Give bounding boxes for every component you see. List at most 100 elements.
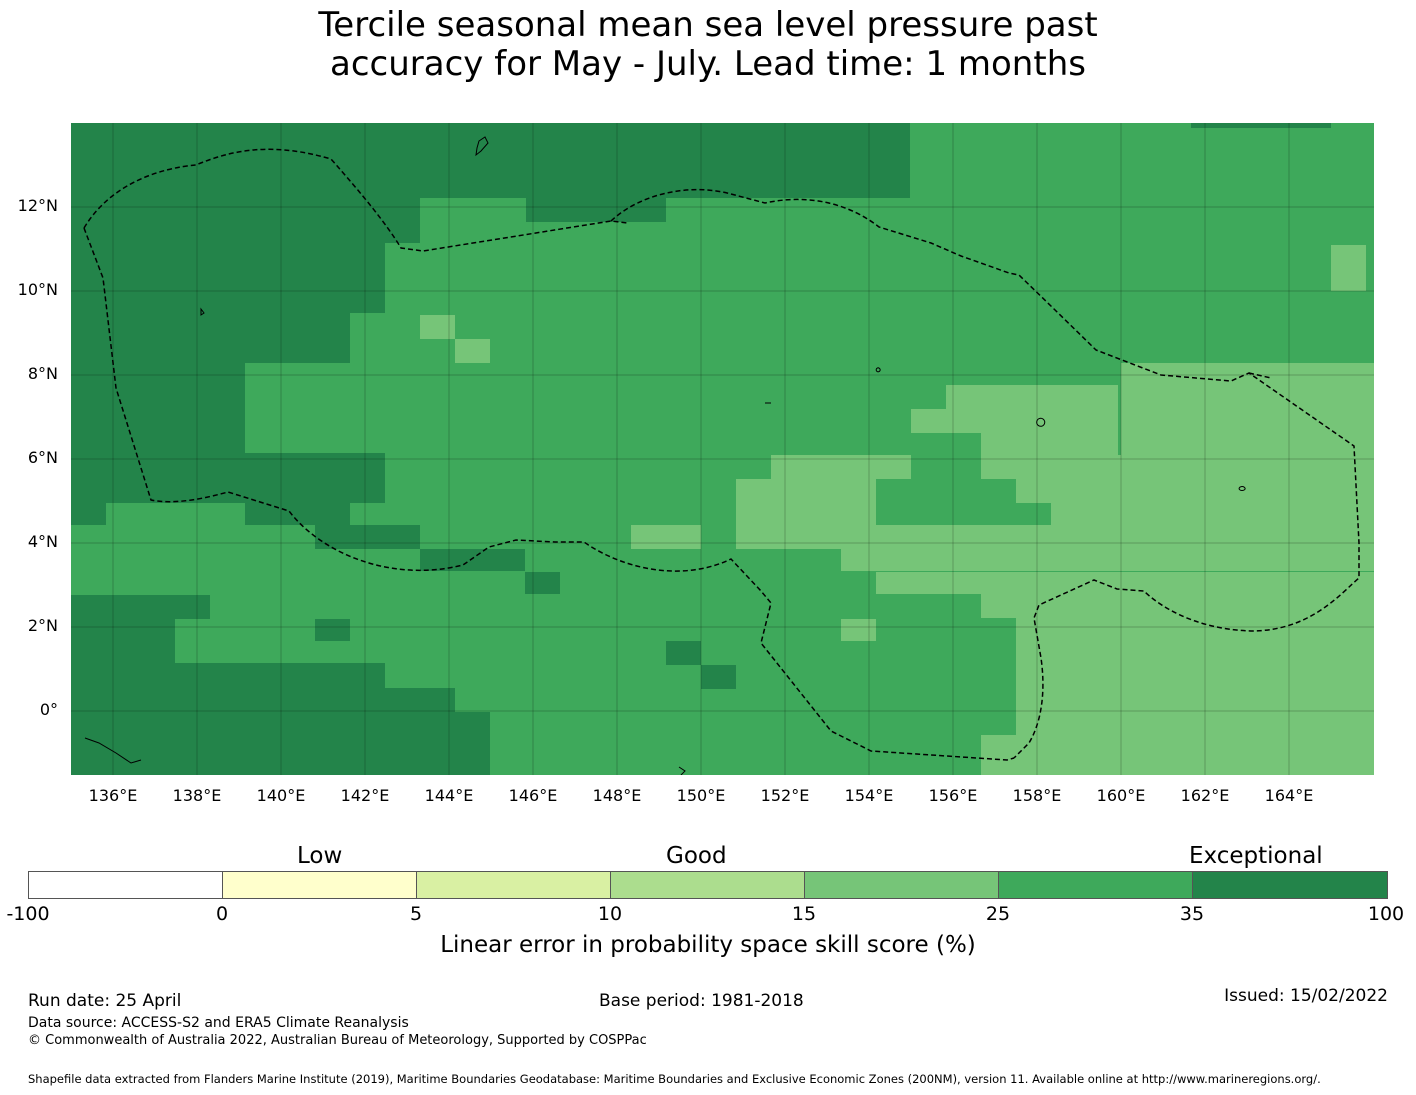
skill-cell-exceptional	[526, 198, 666, 222]
island-chuuk	[1036, 417, 1046, 427]
colorbar-segment-5-10	[416, 871, 611, 899]
skill-cell-25-35	[175, 641, 210, 663]
skill-cell-25-35	[71, 525, 315, 595]
skill-cell-exceptional	[420, 549, 525, 571]
lon-label-142e: 142°E	[340, 786, 390, 805]
eez-boundary-east	[1248, 372, 1272, 379]
skill-map	[71, 123, 1374, 775]
title-line-2: accuracy for May - July. Lead time: 1 mo…	[330, 44, 1086, 84]
skill-cell-exceptional	[315, 525, 420, 549]
lat-label-4n: 4°N	[27, 532, 58, 551]
skill-cell-15-25	[771, 525, 1374, 549]
lon-label-152e: 152°E	[760, 786, 810, 805]
shapefile-credit: Shapefile data extracted from Flanders M…	[28, 1072, 1321, 1086]
skill-cell-25-35	[946, 433, 981, 455]
skill-grid	[71, 123, 1374, 775]
colorbar-category-exceptional: Exceptional	[1189, 843, 1323, 869]
colorbar-segment-10-15	[610, 871, 805, 899]
skill-cell-exceptional	[1191, 123, 1331, 128]
data-source: Data source: ACCESS-S2 and ERA5 Climate …	[28, 1015, 409, 1031]
run-date: Run date: 25 April	[28, 991, 182, 1011]
skill-cell-25-35	[245, 363, 280, 408]
lon-label-154e: 154°E	[844, 786, 894, 805]
skill-cell-15-25	[981, 455, 1374, 479]
island-png-coast	[84, 737, 142, 764]
lon-label-144e: 144°E	[424, 786, 474, 805]
skill-cell-25-35	[1016, 503, 1051, 525]
island-kapinga	[678, 766, 686, 775]
skill-cell-exceptional	[245, 503, 350, 525]
skill-cell-exceptional	[71, 503, 106, 525]
lon-label-140e: 140°E	[256, 786, 306, 805]
eez-boundary	[83, 148, 1360, 761]
lat-label-6n: 6°N	[27, 448, 58, 467]
skill-cell-25-35	[981, 618, 1016, 641]
skill-cell-exceptional	[71, 453, 350, 503]
skill-cell-15-25	[771, 455, 911, 479]
skill-cell-25-35	[946, 711, 1016, 735]
lon-label-136e: 136°E	[88, 786, 138, 805]
skill-cell-25-35	[385, 243, 420, 313]
lat-label-8n: 8°N	[27, 364, 58, 383]
skill-cell-exceptional	[525, 572, 560, 594]
colorbar-segment-0-5	[222, 871, 417, 899]
lon-label-164e: 164°E	[1264, 786, 1314, 805]
skill-cell-15-25	[911, 409, 946, 433]
skill-cell-exceptional	[71, 712, 490, 775]
skill-cell-15-25	[841, 549, 1374, 571]
island-small-2	[875, 367, 881, 373]
skill-cell-25-35	[911, 455, 981, 479]
colorbar-tick-35: 35	[1179, 903, 1205, 925]
colorbar-category-good: Good	[666, 843, 727, 869]
skill-cell-25-35	[876, 594, 981, 618]
colorbar-tick-100: 100	[1367, 903, 1405, 925]
skill-cell-15-25	[1331, 245, 1366, 291]
colorbar-segment-15-25	[804, 871, 999, 899]
skill-cell-15-25	[876, 572, 1374, 594]
colorbar-tick-5: 5	[409, 903, 423, 925]
lat-label-2n: 2°N	[27, 616, 58, 635]
lon-label-148e: 148°E	[592, 786, 642, 805]
chart-title: Tercile seasonal mean sea level pressure…	[0, 6, 1416, 84]
lat-label-12n: 12°N	[17, 196, 58, 215]
skill-cell-15-25	[981, 641, 1374, 775]
colorbar-category-low: Low	[297, 843, 343, 869]
skill-cell-25-35	[420, 198, 526, 243]
lat-label-10n: 10°N	[17, 280, 58, 299]
island-pohnpei	[1238, 486, 1246, 492]
skill-cell-exceptional	[71, 619, 175, 641]
lon-label-158e: 158°E	[1012, 786, 1062, 805]
eez-boundary-fsm	[610, 188, 1360, 759]
base-period: Base period: 1981-2018	[599, 991, 804, 1011]
skill-cell-exceptional	[350, 479, 385, 503]
skill-cell-15-25	[631, 525, 701, 549]
colorbar-tick-neg100: -100	[6, 903, 50, 925]
skill-cell-exceptional	[71, 123, 420, 243]
lon-label-162e: 162°E	[1180, 786, 1230, 805]
colorbar	[28, 871, 1388, 899]
colorbar-tick-15: 15	[791, 903, 817, 925]
colorbar-segment-25-35	[998, 871, 1193, 899]
lon-label-160e: 160°E	[1096, 786, 1146, 805]
lon-label-156e: 156°E	[928, 786, 978, 805]
skill-cell-25-35	[210, 595, 315, 641]
skill-cell-15-25	[455, 339, 490, 363]
skill-cell-25-35	[106, 503, 245, 525]
skill-cell-15-25	[841, 619, 876, 641]
lon-label-146e: 146°E	[508, 786, 558, 805]
skill-cell-25-35	[981, 479, 1016, 503]
lon-label-138e: 138°E	[172, 786, 222, 805]
skill-cell-exceptional	[701, 665, 736, 689]
lat-label-0: 0°	[39, 700, 58, 719]
island-palau	[200, 307, 205, 316]
skill-cell-15-25	[1051, 503, 1374, 527]
lon-label-150e: 150°E	[676, 786, 726, 805]
colorbar-segment-neg100-0	[28, 871, 223, 899]
issued-date: Issued: 15/02/2022	[1224, 986, 1388, 1006]
skill-cell-exceptional	[71, 243, 385, 313]
skill-cell-exceptional	[71, 688, 455, 712]
skill-cell-exceptional	[315, 619, 350, 641]
title-line-1: Tercile seasonal mean sea level pressure…	[318, 5, 1098, 45]
skill-cell-25-35	[245, 641, 280, 663]
skill-cell-exceptional	[841, 151, 876, 175]
